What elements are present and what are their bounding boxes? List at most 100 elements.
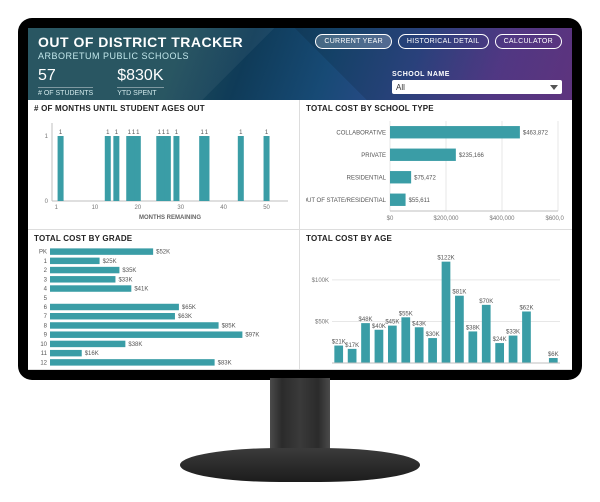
svg-text:1: 1 [265, 130, 269, 136]
svg-text:$6K: $6K [548, 352, 559, 358]
svg-text:$55,611: $55,611 [409, 198, 431, 204]
panel2-title: TOTAL COST BY SCHOOL TYPE [306, 104, 566, 113]
svg-text:$83K: $83K [218, 360, 232, 366]
svg-text:20: 20 [134, 205, 141, 211]
svg-text:1: 1 [205, 130, 209, 136]
svg-text:$0: $0 [387, 216, 394, 222]
historical-detail-button[interactable]: HISTORICAL DETAIL [398, 34, 489, 49]
panel4-title: TOTAL COST BY AGE [306, 234, 566, 243]
svg-text:OUT OF STATE/RESIDENTIAL: OUT OF STATE/RESIDENTIAL [306, 198, 387, 204]
svg-text:$21K: $21K [332, 340, 346, 346]
svg-text:1: 1 [59, 130, 63, 136]
svg-text:$43K: $43K [412, 321, 426, 327]
kpi-students-value: 57 [38, 67, 93, 85]
svg-text:$81K: $81K [452, 290, 466, 296]
svg-text:$33K: $33K [118, 277, 132, 283]
panel-cost-by-age: TOTAL COST BY AGE $50K$100K$21K$17K$48K$… [300, 230, 572, 370]
kpi-ytd-value: $830K [117, 67, 163, 85]
svg-text:1: 1 [45, 134, 49, 140]
chevron-down-icon [550, 85, 558, 90]
svg-text:10: 10 [40, 342, 47, 348]
svg-text:0: 0 [45, 199, 49, 205]
svg-text:4: 4 [44, 287, 48, 293]
svg-text:$25K: $25K [103, 259, 117, 265]
svg-text:1: 1 [136, 130, 140, 136]
svg-text:$122K: $122K [437, 256, 454, 262]
svg-text:3: 3 [44, 277, 48, 283]
svg-text:1: 1 [55, 205, 59, 211]
svg-text:$65K: $65K [182, 305, 196, 311]
svg-text:$33K: $33K [506, 330, 520, 336]
svg-text:$38K: $38K [128, 342, 142, 348]
svg-text:5: 5 [44, 296, 48, 302]
school-filter-value: All [396, 83, 405, 92]
svg-text:2: 2 [44, 268, 48, 274]
svg-text:$400,000: $400,000 [489, 216, 515, 222]
svg-text:PK: PK [39, 250, 47, 256]
svg-text:1: 1 [239, 130, 243, 136]
dashboard-header: OUT OF DISTRICT TRACKER ARBORETUM PUBLIC… [28, 28, 572, 100]
svg-text:COLLABORATIVE: COLLABORATIVE [336, 130, 386, 136]
svg-text:40: 40 [220, 205, 227, 211]
panel-cost-by-grade: TOTAL COST BY GRADE PK$52K1$25K2$35K3$33… [28, 230, 300, 370]
svg-text:$17K: $17K [345, 343, 359, 349]
svg-text:50: 50 [263, 205, 270, 211]
school-filter-select[interactable]: All [392, 80, 562, 94]
svg-text:9: 9 [44, 333, 48, 339]
svg-text:$38K: $38K [466, 325, 480, 331]
svg-text:1: 1 [175, 130, 179, 136]
svg-text:$235,166: $235,166 [459, 153, 485, 159]
panel1-title: # OF MONTHS UNTIL STUDENT AGES OUT [34, 104, 293, 113]
svg-text:$30K: $30K [426, 332, 440, 338]
monitor-bezel: OUT OF DISTRICT TRACKER ARBORETUM PUBLIC… [18, 18, 582, 380]
cost-by-grade-chart: PK$52K1$25K2$35K3$33K4$41K56$65K7$63K8$8… [34, 243, 292, 369]
svg-text:6: 6 [44, 305, 48, 311]
svg-text:PRIVATE: PRIVATE [361, 153, 386, 159]
kpi-students-label: # OF STUDENTS [38, 87, 93, 97]
svg-text:30: 30 [177, 205, 184, 211]
kpi-ytd-label: YTD SPENT [117, 87, 163, 97]
svg-text:$100K: $100K [312, 278, 329, 284]
monitor-base [180, 448, 420, 482]
dashboard-body: # OF MONTHS UNTIL STUDENT AGES OUT 01111… [28, 100, 572, 370]
svg-text:$52K: $52K [156, 250, 170, 256]
svg-text:$75,472: $75,472 [414, 175, 436, 181]
svg-text:RESIDENTIAL: RESIDENTIAL [347, 175, 387, 181]
svg-text:$200,000: $200,000 [433, 216, 459, 222]
svg-text:8: 8 [44, 323, 48, 329]
current-year-button[interactable]: CURRENT YEAR [315, 34, 392, 49]
school-filter-label: SCHOOL NAME [392, 71, 562, 78]
svg-text:1: 1 [106, 130, 110, 136]
svg-text:$63K: $63K [178, 314, 192, 320]
svg-text:$40K: $40K [372, 324, 386, 330]
panel3-title: TOTAL COST BY GRADE [34, 234, 293, 243]
svg-text:$600,000: $600,000 [545, 216, 564, 222]
kpi-ytd: $830K YTD SPENT [117, 67, 163, 97]
svg-text:1: 1 [115, 130, 119, 136]
svg-text:1: 1 [166, 130, 170, 136]
svg-text:MONTHS REMAINING: MONTHS REMAINING [139, 215, 201, 221]
panel-cost-by-school-type: TOTAL COST BY SCHOOL TYPE $0 $200,000 $400… [300, 100, 572, 230]
svg-text:$463,872: $463,872 [523, 130, 549, 136]
svg-text:$85K: $85K [222, 323, 236, 329]
svg-text:7: 7 [44, 314, 48, 320]
monitor-neck [270, 378, 330, 452]
cost-by-school-type-chart: $0 $200,000 $400,000 $600,000 COLLABORATIVE $… [306, 113, 564, 225]
cost-by-age-chart: $50K$100K$21K$17K$48K$40K$45K$55K$43K$30… [306, 243, 564, 369]
svg-text:11: 11 [41, 351, 48, 357]
svg-text:$97K: $97K [245, 333, 259, 339]
svg-text:$55K: $55K [399, 311, 413, 317]
header-buttons: CURRENT YEAR HISTORICAL DETAIL CALCULATO… [315, 34, 562, 49]
dashboard-screen: OUT OF DISTRICT TRACKER ARBORETUM PUBLIC… [28, 28, 572, 370]
school-filter: SCHOOL NAME All [392, 71, 562, 94]
svg-text:$16K: $16K [85, 351, 99, 357]
months-remaining-chart: 011111111111111111020304050MONTHS REMAIN… [34, 113, 292, 225]
svg-text:$50K: $50K [315, 319, 329, 325]
svg-text:$48K: $48K [359, 317, 373, 323]
svg-text:$70K: $70K [479, 299, 493, 305]
svg-text:$62K: $62K [519, 305, 533, 311]
kpi-students: 57 # OF STUDENTS [38, 67, 93, 97]
panel-months-remaining: # OF MONTHS UNTIL STUDENT AGES OUT 01111… [28, 100, 300, 230]
svg-text:10: 10 [92, 205, 99, 211]
calculator-button[interactable]: CALCULATOR [495, 34, 562, 49]
